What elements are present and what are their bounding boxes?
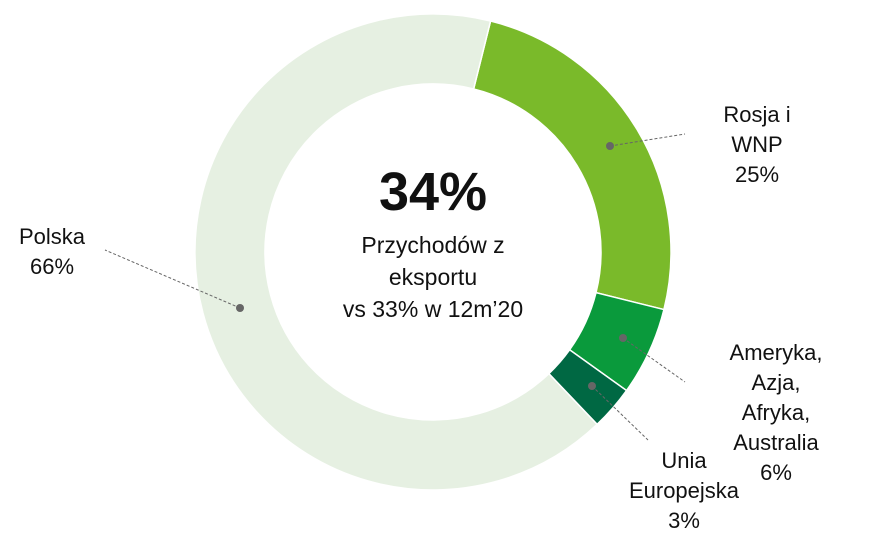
leader-dot <box>619 334 627 342</box>
value-label: 6% <box>760 460 792 485</box>
donut-segment <box>472 20 672 311</box>
leader-line <box>622 337 686 383</box>
leader-dot <box>606 142 614 150</box>
category-label: Polska <box>18 224 86 249</box>
leader-dot <box>236 304 244 312</box>
segment-label: Polska 66% <box>19 222 85 282</box>
value-label: 3% <box>668 508 700 533</box>
leader-dot <box>588 382 596 390</box>
category-label: Ameryka, Azja, Afryka, Australia <box>729 340 823 455</box>
center-text: eksportu <box>389 264 477 290</box>
value-label: 66% <box>29 254 75 279</box>
segment-label: Ameryka, Azja, Afryka, Australia 6% <box>727 338 825 488</box>
segment-label: Rosja i WNP 25% <box>699 100 816 190</box>
leader-line <box>104 249 241 309</box>
center-label: 34% <box>379 162 487 222</box>
value-label: 25% <box>734 162 780 187</box>
center-text: vs 33% w 12m’20 <box>343 296 523 322</box>
category-label: Unia Europejska <box>628 448 740 503</box>
donut-segment <box>194 13 599 491</box>
center-text: Przychodów z <box>361 232 504 258</box>
leader-line <box>591 385 649 441</box>
category-label: Rosja i WNP <box>723 102 791 157</box>
leader-line <box>609 133 686 147</box>
segment-label: Unia Europejska 3% <box>629 446 739 533</box>
